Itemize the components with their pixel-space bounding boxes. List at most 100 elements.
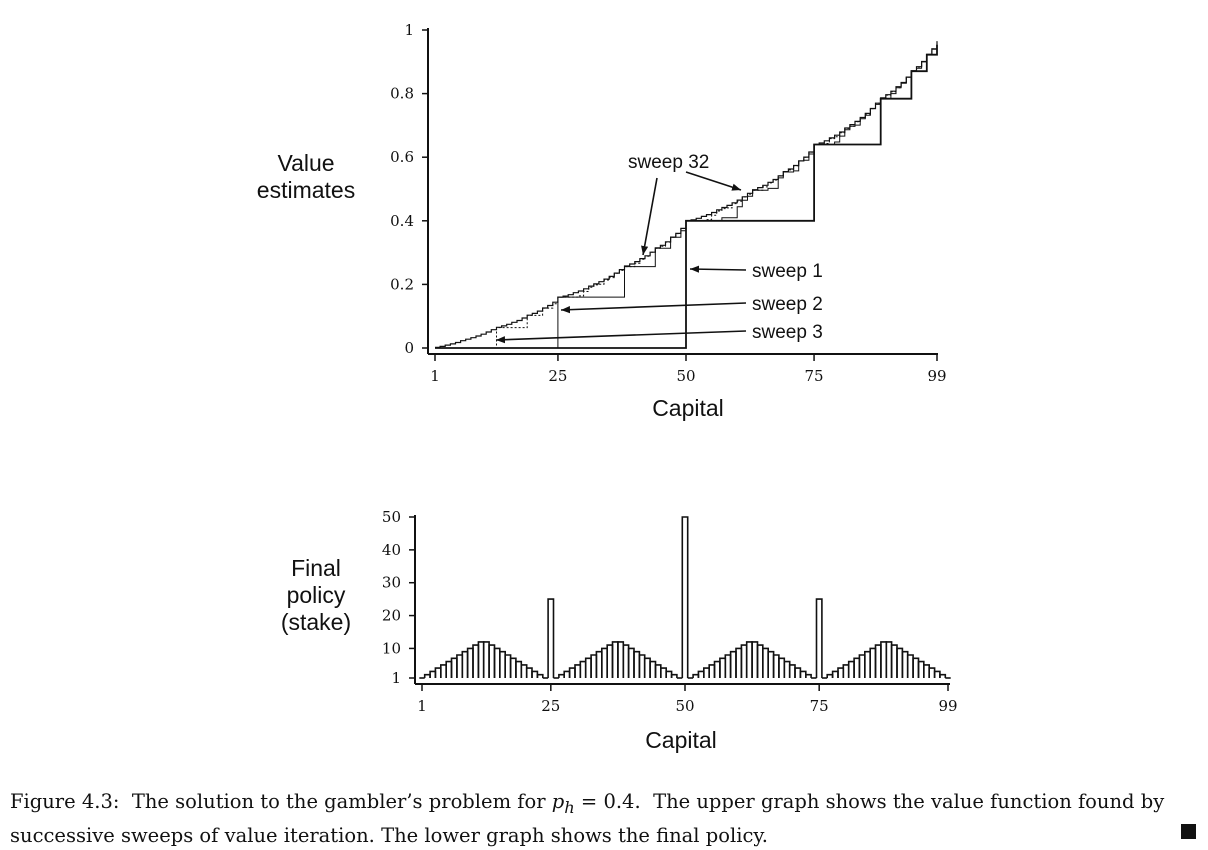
policy-x-tick-label: 99 [938,697,957,715]
policy-bar [794,667,802,678]
policy-x-tick-label: 1 [417,697,427,715]
policy-bar [826,673,834,678]
policy-ylabel-line1: Final [291,555,341,581]
policy-bar [579,660,587,678]
policy-bar [729,650,737,678]
policy-bar [874,644,882,678]
policy-bar [563,670,571,678]
policy-y-tick-label: 10 [382,639,401,657]
policy-bar [488,644,496,678]
policy-bar [601,647,608,678]
policy-bar [434,667,442,678]
policy-bar [681,516,689,678]
policy-bar [617,641,625,678]
policy-y-tick-label: 1 [391,669,401,687]
policy-bar [466,647,474,678]
sweep2-annotation: sweep 2 [752,294,823,315]
sweep1-arrow [689,265,747,273]
caption-sub: h [564,797,575,817]
policy-bar [778,657,786,678]
end-of-figure-mark [1181,824,1196,839]
caption-eq: = 0.4. [580,790,641,813]
value-axis-ticks: 0 0.2 0.4 0.6 0.8 1 1 25 50 75 99 [390,21,946,385]
sweep2-arrow [560,302,747,314]
value-y-tick-label: 0.8 [390,85,414,103]
caption-part1: The solution to the gambler’s problem fo… [131,790,546,813]
value-y-tick-label: 0 [404,339,414,357]
policy-bar [751,641,759,678]
policy-bar [611,641,619,678]
policy-bar [536,673,544,678]
value-xlabel: Capital [652,395,724,421]
value-series-sweep-1 [435,44,938,349]
policy-bar [499,650,506,678]
caption-prefix: Figure 4.3: [10,790,120,813]
value-x-tick-label: 25 [548,367,567,385]
policy-ylabel-line2: policy [287,582,346,608]
policy-x-tick-label: 50 [675,697,694,715]
policy-bar [912,657,920,678]
policy-bar [649,660,657,678]
policy-y-tick-label: 50 [382,508,401,526]
policy-bar [928,667,936,678]
policy-bar [665,670,673,678]
value-ylabel-line1: Value [277,150,334,176]
value-x-tick-label: 99 [927,367,946,385]
policy-bar [847,660,855,678]
value-y-tick-label: 0.6 [390,148,414,166]
sweep3-annotation: sweep 3 [752,322,823,343]
policy-bar [595,650,603,678]
policy-xlabel: Capital [645,727,717,753]
policy-bar [504,654,512,678]
policy-bar [627,647,635,678]
policy-bar [440,664,447,678]
policy-y-tick-label: 30 [382,574,401,592]
policy-bar [584,657,592,678]
value-y-tick-label: 0.4 [390,212,414,230]
policy-y-tick-label: 20 [382,607,401,625]
value-series-sweep-32 [435,41,938,348]
policy-bar [423,673,431,678]
policy-bar [633,650,641,678]
policy-bar [713,660,721,678]
policy-x-tick-label: 25 [541,697,560,715]
policy-axis-ticks: 1 10 20 30 40 50 1 25 50 75 99 [382,508,958,715]
policy-bar [482,641,490,678]
policy-bar [450,657,458,678]
policy-bar [670,673,678,678]
policy-bar [842,664,850,678]
policy-bar [697,670,705,678]
policy-bar [735,647,743,678]
policy-ylabel-line3: (stake) [281,609,351,635]
policy-bar [568,667,576,678]
policy-bar [880,641,888,678]
policy-bars [419,516,951,679]
value-x-tick-label: 1 [430,367,440,385]
policy-bar [858,654,866,678]
value-y-tick-label: 0.2 [390,275,414,293]
sweep32-arrow-upper [685,171,742,191]
value-x-tick-label: 75 [805,367,824,385]
caption-part2: The upper graph shows the value function… [10,790,1165,847]
policy-bar [547,598,555,678]
caption-var: p [551,790,565,813]
policy-bar [783,660,791,678]
policy-bar [799,670,807,678]
sweep1-annotation: sweep 1 [752,261,823,282]
policy-x-tick-label: 75 [810,697,829,715]
policy-bar [767,650,775,678]
policy-y-tick-label: 40 [382,541,401,559]
value-y-tick-label: 1 [404,21,414,39]
policy-bar [719,657,727,678]
final-policy-chart: Final policy (stake) 1 10 20 30 40 50 1 25 50 75 9… [281,508,958,753]
policy-bar [531,670,539,678]
policy-bar [923,664,930,678]
policy-bar [815,598,823,678]
policy-bar [703,667,710,678]
policy-bar [762,647,769,678]
policy-bar [745,641,753,678]
sweep3-arrow [495,330,747,344]
value-ylabel-line2: estimates [257,177,355,203]
policy-bar [515,660,523,678]
